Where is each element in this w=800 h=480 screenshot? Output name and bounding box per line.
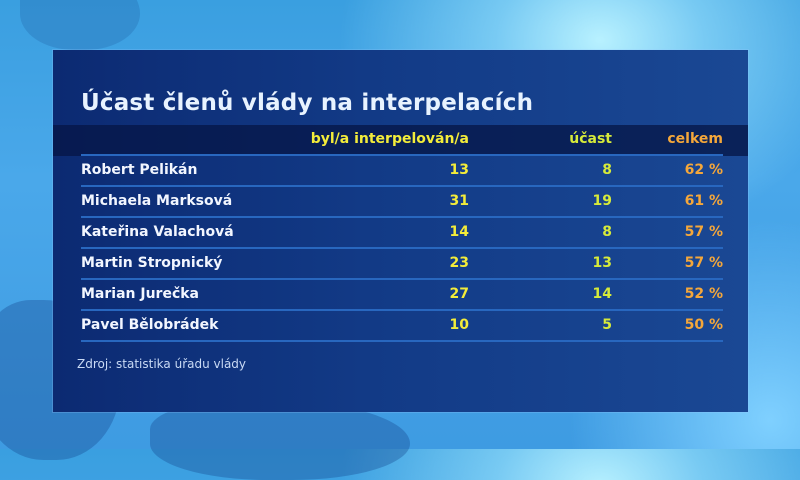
interpelovan-count: 13 xyxy=(449,162,469,178)
minister-name: Marian Jurečka xyxy=(81,286,200,302)
ucast-count: 5 xyxy=(602,317,612,333)
celkem-percent: 61 % xyxy=(684,193,723,209)
ucast-count: 8 xyxy=(602,162,612,178)
ucast-count: 14 xyxy=(592,286,612,302)
ucast-count: 13 xyxy=(592,255,612,271)
celkem-percent: 52 % xyxy=(684,286,723,302)
table-row: Robert Pelikán 13 8 62 % xyxy=(81,156,723,187)
interpelovan-count: 27 xyxy=(449,286,469,302)
interpelovan-count: 31 xyxy=(449,193,469,209)
interpelovan-count: 23 xyxy=(449,255,469,271)
stats-table: byl/a interpelován/a účast celkem Robert… xyxy=(81,125,723,342)
table-header-row: byl/a interpelován/a účast celkem xyxy=(81,125,723,156)
table-row: Marian Jurečka 27 14 52 % xyxy=(81,280,723,311)
source-note: Zdroj: statistika úřadu vlády xyxy=(77,357,247,371)
background-map-shape xyxy=(20,0,140,50)
table-row: Michaela Marksová 31 19 61 % xyxy=(81,187,723,218)
ucast-count: 8 xyxy=(602,224,612,240)
col-header-interpelovan: byl/a interpelován/a xyxy=(310,131,469,147)
ucast-count: 19 xyxy=(592,193,612,209)
header-band xyxy=(53,125,748,156)
panel-title: Účast členů vlády na interpelacích xyxy=(81,90,534,116)
table-row: Kateřina Valachová 14 8 57 % xyxy=(81,218,723,249)
col-header-ucast: účast xyxy=(569,131,612,147)
minister-name: Martin Stropnický xyxy=(81,255,223,271)
interpelovan-count: 14 xyxy=(449,224,469,240)
background-map-shape xyxy=(150,400,410,480)
celkem-percent: 50 % xyxy=(684,317,723,333)
minister-name: Kateřina Valachová xyxy=(81,224,234,240)
celkem-percent: 57 % xyxy=(684,255,723,271)
table-row: Martin Stropnický 23 13 57 % xyxy=(81,249,723,280)
minister-name: Robert Pelikán xyxy=(81,162,198,178)
interpelovan-count: 10 xyxy=(449,317,469,333)
minister-name: Michaela Marksová xyxy=(81,193,233,209)
table-row: Pavel Bělobrádek 10 5 50 % xyxy=(81,311,723,342)
col-header-celkem: celkem xyxy=(667,131,723,147)
celkem-percent: 57 % xyxy=(684,224,723,240)
celkem-percent: 62 % xyxy=(684,162,723,178)
graphic-panel: Účast členů vlády na interpelacích byl/a… xyxy=(53,50,748,412)
minister-name: Pavel Bělobrádek xyxy=(81,317,219,333)
